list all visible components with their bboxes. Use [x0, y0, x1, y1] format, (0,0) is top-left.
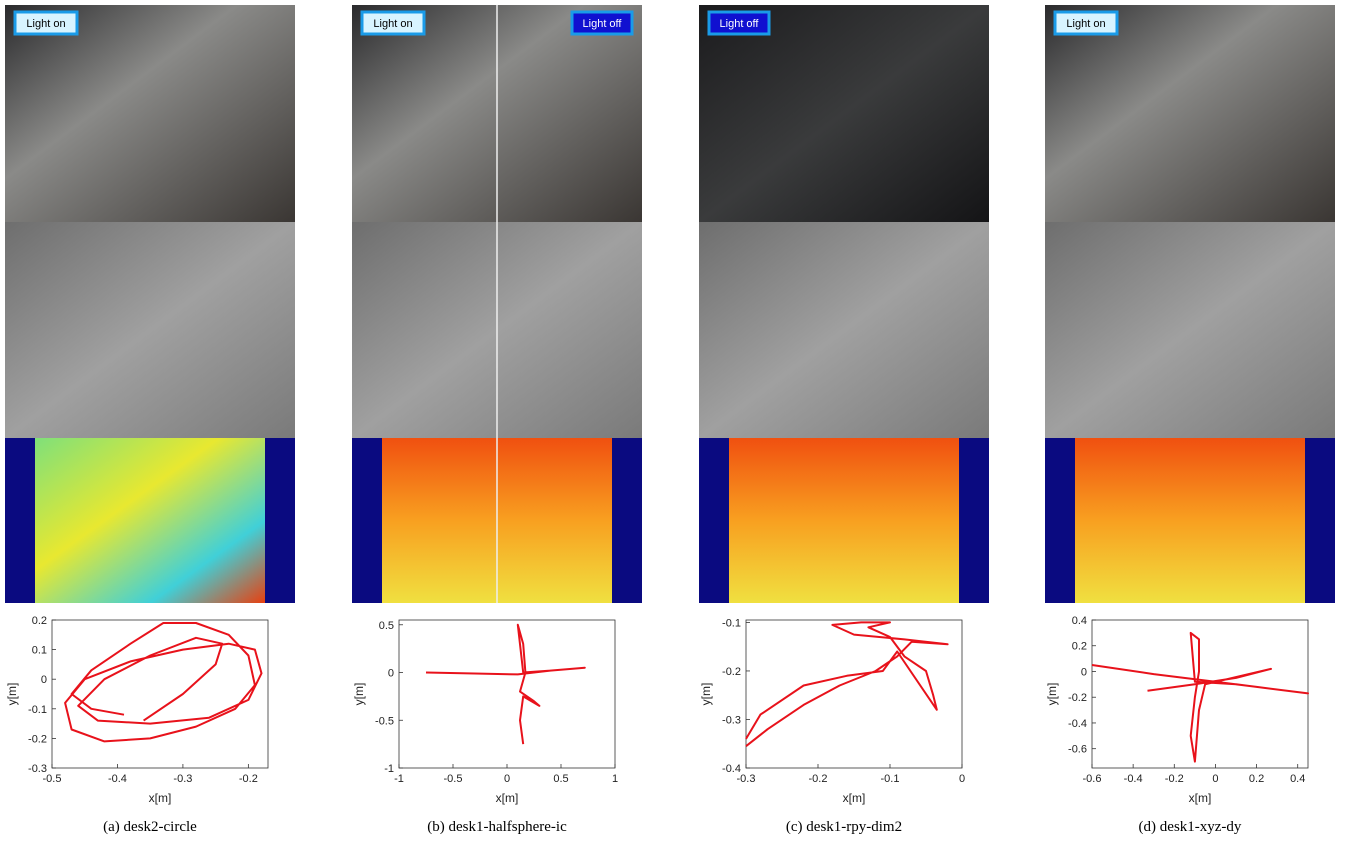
- x-tick-label: 0: [959, 773, 965, 785]
- light-badge-text: Light on: [26, 18, 65, 30]
- x-tick-label: -0.6: [1083, 773, 1102, 785]
- y-tick-label: 0.4: [1072, 615, 1087, 627]
- x-tick-label: -1: [394, 773, 404, 785]
- plot-frame: [399, 620, 615, 768]
- x-tick-label: -0.2: [1165, 773, 1184, 785]
- caption: (b) desk1-halfsphere-ic: [427, 819, 567, 835]
- ir-image: [699, 222, 989, 438]
- rgb-image: [699, 5, 989, 222]
- y-tick-label: -0.4: [722, 763, 741, 775]
- depth-content: [35, 438, 265, 603]
- x-tick-label: -0.4: [108, 773, 127, 785]
- x-tick-label: -0.2: [809, 773, 828, 785]
- caption: (a) desk2-circle: [103, 819, 197, 835]
- y-tick-label: -0.1: [722, 617, 741, 629]
- y-tick-label: 0.1: [32, 645, 47, 657]
- y-tick-label: -0.2: [722, 666, 741, 678]
- x-axis-label: x[m]: [496, 791, 519, 805]
- light-badge-text: Light on: [373, 18, 412, 30]
- depth-content: [729, 438, 959, 603]
- x-axis-label: x[m]: [843, 791, 866, 805]
- y-tick-label: -0.2: [1068, 692, 1087, 704]
- figure: Light on -0.5 -0.4 -0.3 -0.2 -0.3 -0.2 -0.1 0 0.1…: [0, 0, 1345, 846]
- ir-image: [5, 222, 295, 438]
- y-tick-label: 0: [388, 668, 394, 680]
- y-tick-label: -0.3: [722, 714, 741, 726]
- light-badge-text: Light on: [1066, 18, 1105, 30]
- y-tick-label: -1: [384, 763, 394, 775]
- x-tick-label: -0.2: [239, 773, 258, 785]
- y-axis-label: y[m]: [1045, 683, 1059, 706]
- y-tick-label: -0.4: [1068, 718, 1087, 730]
- y-tick-label: -0.5: [375, 715, 394, 727]
- x-tick-label: 0.5: [553, 773, 568, 785]
- y-tick-label: 0: [1081, 666, 1087, 678]
- x-tick-label: 1: [612, 773, 618, 785]
- x-tick-label: -0.1: [881, 773, 900, 785]
- depth-content: [1075, 438, 1305, 603]
- y-axis-label: y[m]: [699, 683, 713, 706]
- y-tick-label: 0.5: [379, 620, 394, 632]
- y-tick-label: 0.2: [1072, 641, 1087, 653]
- rgb-image: [5, 5, 295, 222]
- y-tick-label: -0.1: [28, 704, 47, 716]
- rgb-image: [1045, 5, 1335, 222]
- y-axis-label: y[m]: [5, 683, 19, 706]
- ir-image: [1045, 222, 1335, 438]
- x-tick-label: -0.5: [444, 773, 463, 785]
- x-axis-label: x[m]: [1189, 791, 1212, 805]
- y-tick-label: 0: [41, 674, 47, 686]
- x-tick-label: 0: [504, 773, 510, 785]
- light-badge-text: Light off: [583, 18, 623, 30]
- caption: (c) desk1-rpy-dim2: [786, 819, 902, 835]
- y-tick-label: -0.6: [1068, 744, 1087, 756]
- y-tick-label: -0.2: [28, 733, 47, 745]
- x-tick-label: -0.4: [1124, 773, 1143, 785]
- x-tick-label: -0.3: [173, 773, 192, 785]
- x-tick-label: 0.2: [1249, 773, 1264, 785]
- y-tick-label: 0.2: [32, 615, 47, 627]
- light-badge-text: Light off: [720, 18, 760, 30]
- y-axis-label: y[m]: [352, 683, 366, 706]
- y-tick-label: -0.3: [28, 763, 47, 775]
- caption: (d) desk1-xyz-dy: [1139, 819, 1242, 835]
- x-axis-label: x[m]: [149, 791, 172, 805]
- x-tick-label: 0.4: [1290, 773, 1305, 785]
- x-tick-label: 0: [1212, 773, 1218, 785]
